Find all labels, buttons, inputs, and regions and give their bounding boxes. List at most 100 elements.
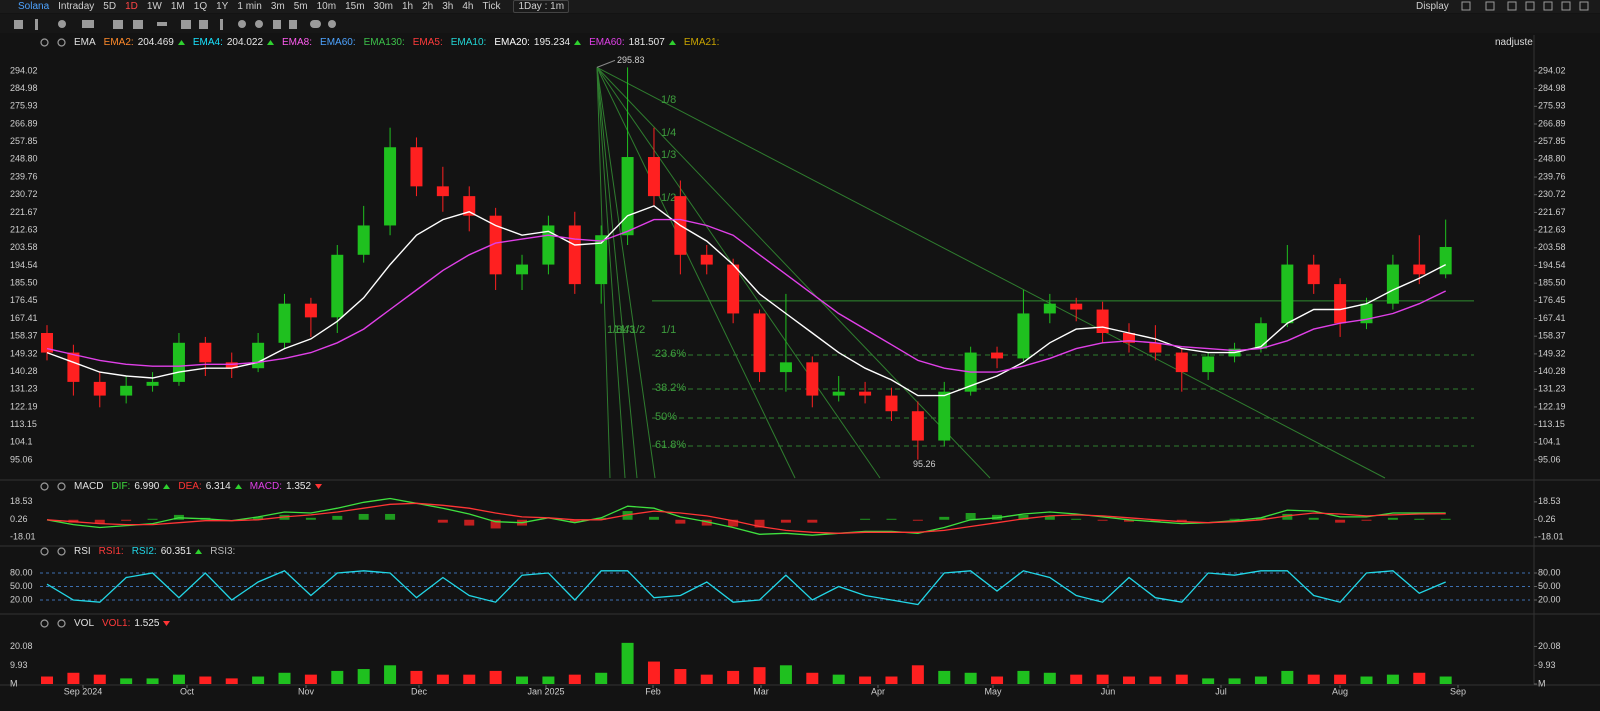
candle-body (1070, 303, 1083, 310)
indicator-line (46, 218, 1447, 373)
range-button[interactable]: 30m (373, 0, 393, 12)
legend-value: 1.352 (285, 480, 312, 492)
macd-bar (253, 516, 264, 520)
tool-icon[interactable] (220, 19, 223, 30)
volume-bar (1334, 674, 1347, 684)
y-tick-label: 185.50 (10, 278, 38, 288)
candle-body (146, 381, 159, 386)
x-tick-label: Oct (180, 686, 195, 696)
candle-body (1254, 323, 1267, 349)
legend-item: RSI3: (210, 546, 235, 557)
symbol[interactable]: Solana (18, 0, 50, 12)
range-button[interactable]: 1Y (216, 0, 229, 12)
candle-body (41, 333, 53, 353)
settings-icon[interactable] (57, 546, 66, 556)
settings-icon[interactable] (40, 618, 49, 628)
user-name[interactable]: nadjuste (1495, 36, 1533, 48)
drawing-tools[interactable] (14, 19, 336, 30)
y-tick-label-right: 140.28 (1538, 366, 1566, 376)
macd-bar (1229, 518, 1240, 520)
y-tick-label-right: 221.67 (1538, 207, 1566, 217)
range-button[interactable]: 1Q (193, 0, 208, 12)
indicator-name[interactable]: EMA (74, 36, 96, 48)
range-button[interactable]: 1h (401, 0, 414, 12)
candle-body (1439, 246, 1452, 275)
volume-bar (1413, 672, 1426, 684)
range-button[interactable]: 5D (103, 0, 117, 12)
fan-line (596, 67, 626, 479)
range-button[interactable]: Intraday (58, 0, 95, 12)
y-tick-label: 18.53 (10, 496, 33, 506)
legend-value: 1.525 (134, 617, 160, 629)
range-button[interactable]: Tick (482, 0, 501, 12)
legend-label: EMA21: (683, 36, 720, 48)
indicator-name[interactable]: RSI (74, 545, 91, 557)
tool-icon[interactable] (328, 20, 336, 28)
y-tick-label-right: 266.89 (1538, 118, 1566, 128)
range-button[interactable]: 1D (125, 0, 138, 12)
tool-icon[interactable] (35, 19, 38, 30)
trend-down (315, 483, 323, 489)
range-button[interactable]: 4h (462, 0, 474, 12)
tool-icon[interactable] (181, 20, 191, 29)
tool-icon[interactable] (133, 20, 143, 29)
legend-label: EMA2: (103, 36, 134, 48)
range-button[interactable]: 15m (345, 0, 365, 12)
indicator-name[interactable]: MACD (74, 480, 104, 492)
range-button[interactable]: 10m (316, 0, 337, 12)
tool-icon[interactable] (14, 20, 23, 29)
settings-icon[interactable] (57, 37, 66, 47)
tool-icon[interactable] (273, 20, 281, 29)
range-button[interactable]: 3h (442, 0, 454, 12)
legend-label: EMA60: (589, 36, 625, 48)
interval-select[interactable]: 1Day : 1m (513, 0, 570, 13)
range-button[interactable]: 1W (146, 0, 162, 12)
y-tick-label-right: 9.93 (1538, 660, 1556, 670)
x-tick-label: Sep (1450, 686, 1466, 696)
range-button[interactable]: 2h (422, 0, 434, 12)
tool-icon[interactable] (238, 20, 246, 28)
settings-icon[interactable] (40, 37, 49, 47)
y-tick-label-right: 194.54 (1538, 260, 1566, 270)
tool-icon[interactable] (199, 20, 208, 29)
trend-arrow (234, 483, 242, 489)
tool-icon[interactable] (289, 20, 297, 29)
trend-up (574, 39, 582, 45)
settings-icon[interactable] (40, 481, 49, 491)
tool-icon[interactable] (113, 20, 123, 29)
tool-icon[interactable] (82, 20, 94, 28)
range-button[interactable]: 1M (170, 0, 185, 12)
tool-icon[interactable] (255, 20, 263, 28)
range-button[interactable]: 3m (270, 0, 285, 12)
legend-value: 195.234 (533, 36, 571, 48)
settings-icon[interactable] (40, 546, 49, 556)
y-tick-label: 257.85 (10, 136, 38, 146)
volume-bar (700, 674, 713, 684)
toolbar-icon (1485, 1, 1495, 11)
macd-bar (912, 519, 923, 521)
volume-bar (41, 676, 53, 684)
range-button[interactable]: 1 min (237, 0, 262, 12)
volume-bar (463, 674, 476, 684)
candle-body (93, 381, 106, 396)
y-tick-label-right: M (1538, 678, 1546, 688)
settings-icon[interactable] (57, 481, 66, 491)
tool-icon[interactable] (310, 20, 321, 28)
macd-bar (147, 518, 158, 520)
candle-body (199, 342, 212, 363)
display-menu[interactable]: Display (1416, 0, 1449, 12)
fan-label: 1/2 (630, 324, 645, 336)
range-button[interactable]: 5m (293, 0, 308, 12)
tool-icon[interactable] (157, 22, 167, 26)
volume-bar (172, 674, 185, 684)
tool-icon[interactable] (58, 20, 66, 28)
candle-body (1122, 333, 1135, 343)
volume-bar (1175, 674, 1188, 684)
legend-label: EMA5: (412, 36, 443, 48)
settings-icon[interactable] (57, 618, 66, 628)
indicator-name[interactable]: VOL (74, 617, 95, 629)
legend-label: RSI2: (131, 545, 157, 557)
fib-label: 23.6% (655, 348, 686, 360)
macd-bar (1097, 519, 1108, 521)
y-tick-label: 104.1 (10, 437, 33, 447)
